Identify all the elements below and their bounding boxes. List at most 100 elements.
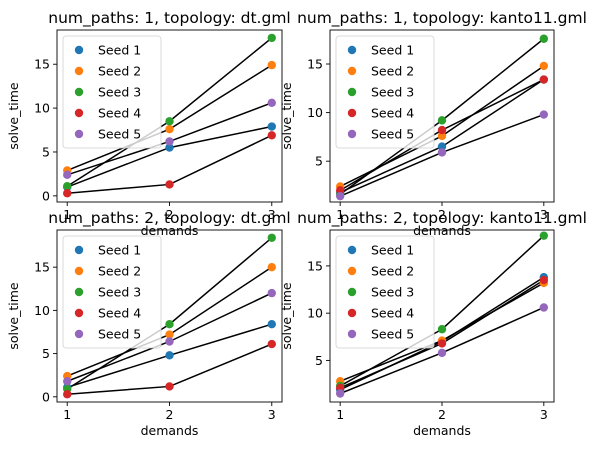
legend-label: Seed 3 bbox=[371, 285, 414, 300]
x-tick-label: 1 bbox=[336, 207, 344, 222]
data-point bbox=[437, 339, 447, 348]
data-point bbox=[539, 110, 549, 119]
legend-marker bbox=[347, 266, 357, 276]
legend-label: Seed 4 bbox=[371, 306, 414, 321]
legend: Seed 1 Seed 2 Seed 3 Seed 4 Seed 5 bbox=[335, 35, 435, 149]
chart-title: num_paths: 2, topology: dt.gml bbox=[48, 209, 290, 228]
data-point bbox=[437, 142, 447, 151]
legend-marker bbox=[347, 329, 357, 339]
legend-marker bbox=[347, 108, 357, 118]
data-point bbox=[165, 117, 174, 126]
legend-marker bbox=[347, 45, 357, 55]
data-point bbox=[539, 231, 549, 240]
y-tick-label: 15 bbox=[34, 57, 50, 72]
x-tick-label: 3 bbox=[540, 407, 548, 422]
y-tick-label: 15 bbox=[307, 258, 323, 273]
legend-label: Seed 3 bbox=[371, 85, 414, 100]
legend-label: Seed 3 bbox=[98, 285, 141, 300]
data-point bbox=[267, 33, 276, 43]
y-axis-label: solve_time bbox=[6, 282, 21, 350]
x-axis-label: demands bbox=[141, 423, 199, 438]
legend-marker bbox=[74, 329, 84, 339]
x-axis-label: demands bbox=[141, 223, 199, 238]
legend-marker bbox=[74, 45, 84, 55]
data-point bbox=[267, 122, 276, 131]
data-point bbox=[267, 339, 276, 349]
legend-marker bbox=[74, 87, 84, 97]
data-point bbox=[335, 389, 345, 398]
y-tick-label: 10 bbox=[307, 306, 323, 321]
chart-title: num_paths: 2, topology: kanto11.gml bbox=[297, 209, 587, 228]
legend: Seed 1 Seed 2 Seed 3 Seed 4 Seed 5 bbox=[62, 235, 162, 349]
legend-marker bbox=[347, 245, 357, 255]
data-point bbox=[165, 124, 174, 134]
legend-label: Seed 5 bbox=[98, 327, 141, 342]
legend-box bbox=[62, 35, 162, 149]
data-point bbox=[63, 170, 72, 179]
x-tick-label: 1 bbox=[63, 207, 71, 222]
data-point bbox=[63, 189, 72, 198]
legend-marker bbox=[347, 287, 357, 297]
data-point bbox=[165, 143, 174, 152]
y-tick-label: 5 bbox=[42, 346, 50, 361]
data-point bbox=[539, 75, 549, 84]
data-point bbox=[437, 348, 447, 358]
legend-marker bbox=[74, 108, 84, 118]
y-tick-label: 15 bbox=[34, 260, 50, 275]
data-point bbox=[165, 337, 174, 346]
legend-marker bbox=[347, 87, 357, 97]
legend-marker bbox=[347, 129, 357, 139]
legend-label: Seed 1 bbox=[98, 43, 141, 58]
data-point bbox=[165, 137, 174, 146]
legend-label: Seed 4 bbox=[371, 106, 414, 121]
legend-marker bbox=[74, 245, 84, 255]
x-axis-label: demands bbox=[413, 223, 471, 238]
data-point bbox=[63, 390, 72, 399]
data-point bbox=[437, 325, 447, 334]
data-point bbox=[539, 275, 549, 285]
data-point bbox=[335, 191, 345, 201]
legend: Seed 1 Seed 2 Seed 3 Seed 4 Seed 5 bbox=[335, 235, 435, 349]
y-tick-label: 15 bbox=[307, 57, 323, 72]
y-axis-label: solve_time bbox=[279, 282, 294, 350]
x-tick-label: 2 bbox=[166, 207, 174, 222]
y-tick-label: 0 bbox=[42, 188, 50, 203]
legend-label: Seed 2 bbox=[371, 64, 414, 79]
data-point bbox=[267, 320, 276, 329]
legend-marker bbox=[347, 66, 357, 76]
legend-box bbox=[335, 235, 435, 349]
y-tick-label: 10 bbox=[34, 303, 50, 318]
y-axis-label: solve_time bbox=[6, 82, 21, 150]
legend-label: Seed 2 bbox=[98, 64, 141, 79]
legend-label: Seed 4 bbox=[98, 106, 141, 121]
data-point bbox=[437, 131, 447, 141]
data-point bbox=[267, 131, 276, 140]
data-point bbox=[267, 262, 276, 272]
data-point bbox=[335, 186, 345, 195]
y-tick-label: 5 bbox=[315, 154, 323, 169]
y-tick-label: 5 bbox=[42, 144, 50, 159]
legend-marker bbox=[74, 66, 84, 76]
y-axis-label: solve_time bbox=[279, 82, 294, 150]
legend-label: Seed 5 bbox=[98, 127, 141, 142]
x-tick-label: 2 bbox=[166, 407, 174, 422]
x-tick-label: 2 bbox=[438, 207, 446, 222]
legend: Seed 1 Seed 2 Seed 3 Seed 4 Seed 5 bbox=[62, 35, 162, 149]
legend-box bbox=[335, 35, 435, 149]
data-point bbox=[267, 60, 276, 70]
x-tick-label: 2 bbox=[438, 407, 446, 422]
x-tick-label: 3 bbox=[268, 407, 276, 422]
legend-marker bbox=[74, 287, 84, 297]
y-tick-label: 5 bbox=[315, 353, 323, 368]
x-tick-label: 1 bbox=[63, 407, 71, 422]
data-point bbox=[267, 98, 276, 108]
chart-title: num_paths: 1, topology: kanto11.gml bbox=[297, 9, 587, 28]
legend-marker bbox=[74, 129, 84, 139]
legend-box bbox=[62, 235, 162, 349]
